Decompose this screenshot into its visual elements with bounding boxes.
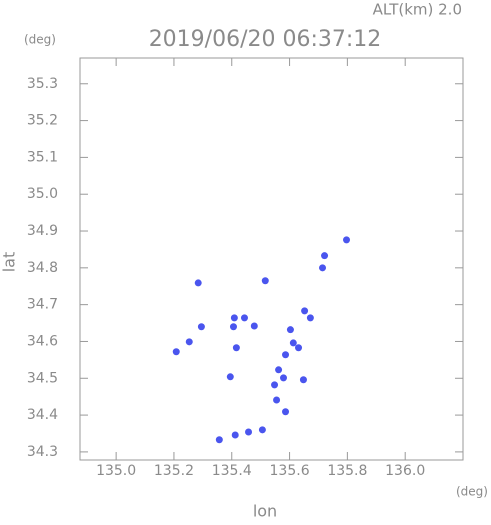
y-tick-label: 34.5 (27, 370, 58, 386)
y-tick-label: 34.7 (27, 297, 58, 313)
x-unit: (deg) (456, 485, 488, 499)
y-tick-label: 34.4 (27, 407, 58, 423)
x-tick-label: 135.8 (327, 463, 367, 479)
echo-point (229, 323, 237, 331)
echo-point (343, 236, 351, 244)
echo-point (172, 348, 180, 356)
y-tick-label: 35.1 (27, 149, 58, 165)
y-tick-label: 34.8 (27, 260, 58, 276)
echo-point (226, 373, 234, 381)
plot-frame (79, 57, 464, 461)
y-tick-label: 34.9 (27, 223, 58, 239)
echo-point (289, 339, 297, 347)
echo-point (299, 376, 307, 384)
x-tick-label: 135.2 (154, 463, 194, 479)
echo-point (301, 307, 309, 315)
y-tick-label: 35.3 (27, 76, 58, 92)
echo-point (319, 264, 327, 272)
echo-point (258, 426, 266, 434)
echo-point (240, 314, 248, 322)
echo-point (185, 338, 193, 346)
echo-point (286, 326, 294, 334)
x-axis-label: lon (253, 502, 277, 521)
y-unit: (deg) (24, 33, 56, 47)
echo-point (273, 396, 281, 404)
x-tick-label: 135.4 (212, 463, 252, 479)
echo-point (261, 277, 269, 285)
x-tick-label: 136.0 (385, 463, 425, 479)
chart-title: 2019/06/20 06:37:12 (149, 27, 382, 52)
echo-point (321, 252, 329, 260)
echo-point (194, 279, 202, 287)
y-tick-label: 34.3 (27, 444, 58, 460)
y-tick-label: 34.6 (27, 333, 58, 349)
echo-point (282, 408, 290, 416)
echo-point (215, 436, 223, 444)
echo-point (231, 431, 239, 439)
echo-point (197, 323, 205, 331)
echo-point (271, 381, 279, 389)
echo-point (275, 366, 283, 374)
echo-point (282, 351, 290, 359)
x-tick-label: 135.0 (96, 463, 136, 479)
x-tick-label: 135.6 (270, 463, 310, 479)
echo-point (306, 314, 314, 322)
y-tick-label: 35.0 (27, 186, 58, 202)
y-tick-label: 35.2 (27, 113, 58, 129)
y-axis-label: lat (0, 252, 19, 273)
echo-point (230, 314, 238, 322)
echo-point (250, 322, 258, 330)
echo-point (279, 374, 287, 382)
echo-point (245, 428, 253, 436)
echo-point (232, 344, 240, 352)
echo-point (295, 344, 303, 352)
altitude-label: ALT(km) 2.0 (373, 1, 462, 19)
